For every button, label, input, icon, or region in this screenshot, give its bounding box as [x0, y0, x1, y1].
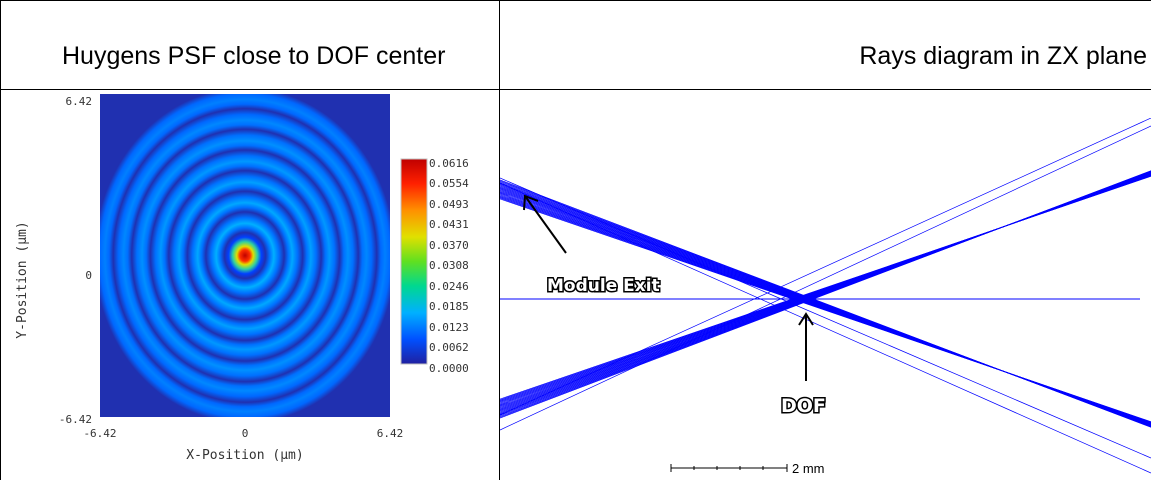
colorbar-tick-label: 0.0493: [429, 198, 469, 211]
module-exit-label: Module Exit: [547, 276, 660, 296]
colorbar-ticks: 0.0616 0.0554 0.0493 0.0431 0.0370 0.030…: [429, 157, 469, 375]
left-header: Huygens PSF close to DOF center: [62, 42, 446, 70]
table-border-top: [0, 0, 1151, 1]
colorbar-tick-label: 0.0062: [429, 341, 469, 354]
marginal-ray: [500, 182, 1151, 474]
marginal-ray: [500, 118, 1151, 416]
x-tick-label: -6.42: [83, 427, 116, 440]
colorbar: [400, 158, 428, 365]
table-border-left: [0, 0, 1, 480]
marginal-ray: [500, 125, 1151, 431]
ray-bundle: [500, 118, 1151, 474]
ray: [500, 198, 1151, 423]
colorbar-tick-label: 0.0431: [429, 218, 469, 231]
y-tick-label: -6.42: [59, 413, 92, 426]
right-header: Rays diagram in ZX plane: [859, 42, 1147, 70]
psf-plot: 6.42 0 -6.42 -6.42 0 6.42 X-Position (µm…: [15, 94, 469, 463]
marginal-ray: [500, 177, 1151, 459]
table-divider-vertical: [499, 0, 500, 480]
colorbar-tick-label: 0.0370: [429, 239, 469, 252]
psf-heatmap: [100, 94, 390, 417]
module-exit-arrow: [524, 195, 567, 254]
y-tick-label: 6.42: [66, 95, 93, 108]
scale-bar: [670, 464, 788, 472]
module-exit-arrowhead: [523, 194, 539, 211]
colorbar-tick-label: 0.0246: [429, 280, 469, 293]
colorbar-tick-label: 0.0000: [429, 362, 469, 375]
colorbar-tick-label: 0.0554: [429, 177, 469, 190]
colorbar-tick-label: 0.0185: [429, 300, 469, 313]
scale-bar-label: 2 mm: [792, 461, 825, 476]
ray: [500, 175, 1151, 400]
x-axis-label: X-Position (µm): [186, 448, 303, 463]
colorbar-tick-label: 0.0123: [429, 321, 469, 334]
y-tick-label: 0: [85, 269, 92, 282]
colorbar-tick-label: 0.0616: [429, 157, 469, 170]
dof-arrowhead: [798, 312, 814, 326]
x-tick-label: 0: [242, 427, 249, 440]
dof-label: DOF: [781, 395, 826, 417]
ray-diagram: Module Exit DOF 2 mm: [500, 118, 1151, 476]
x-tick-label: 6.42: [377, 427, 404, 440]
colorbar-tick-label: 0.0308: [429, 259, 469, 272]
table-divider-horizontal: [0, 89, 1151, 90]
y-axis-label: Y-Position (µm): [15, 221, 30, 338]
